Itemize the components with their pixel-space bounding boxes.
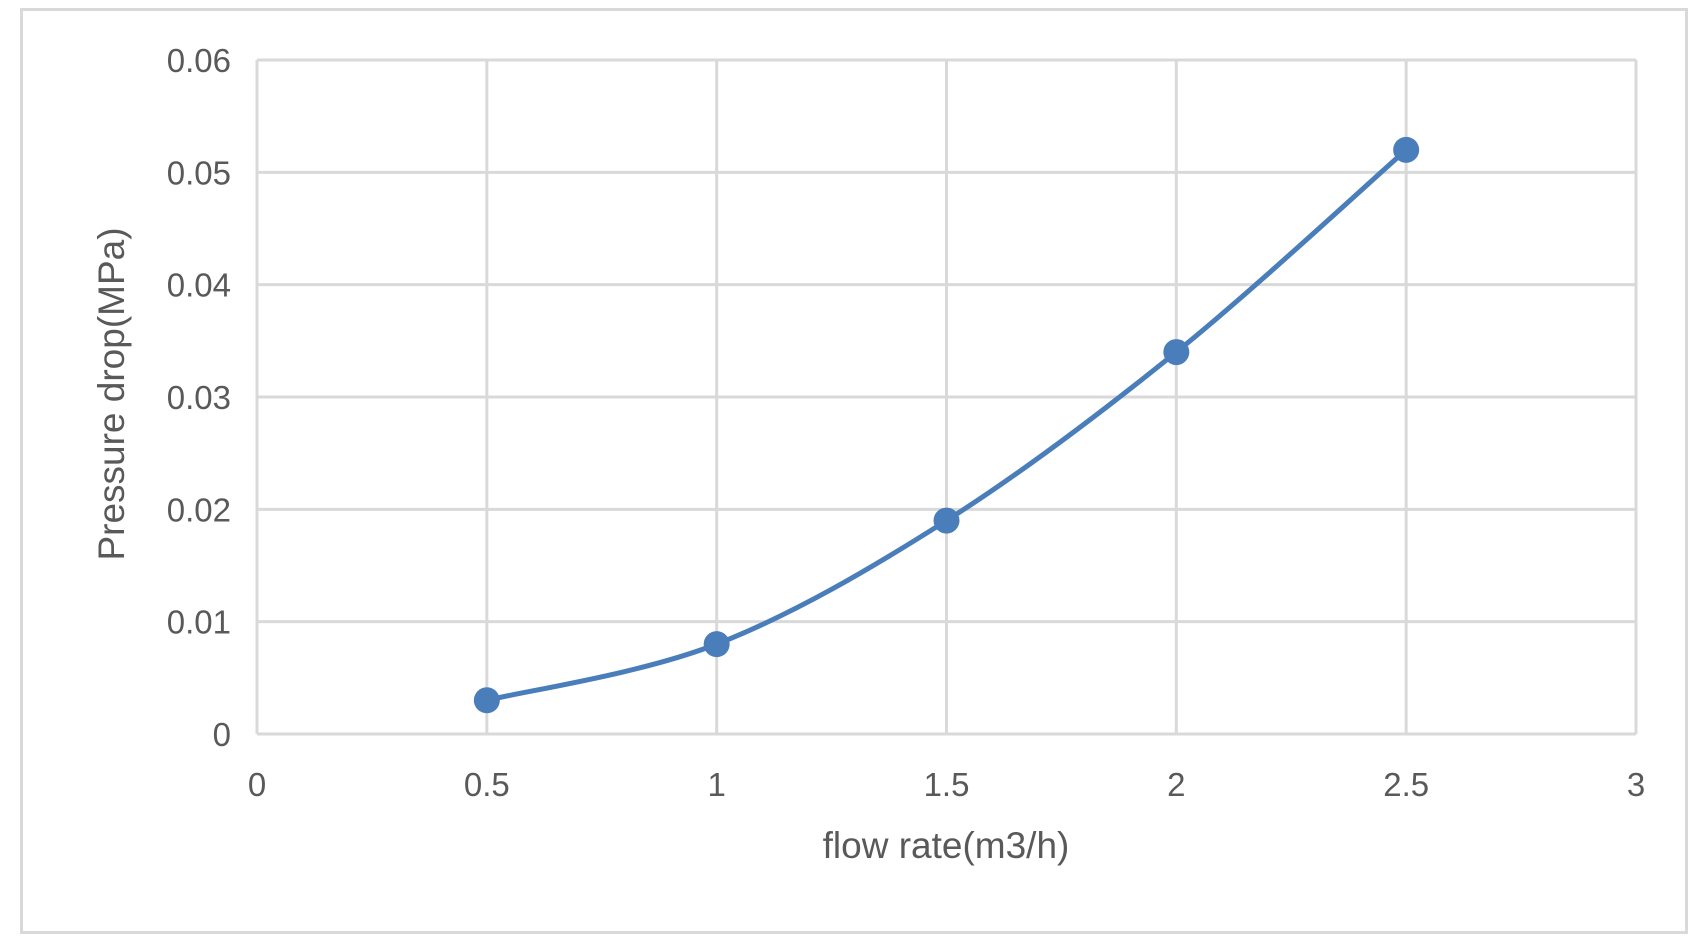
x-tick-label: 1 [707,766,725,803]
y-tick-label: 0 [213,716,231,753]
x-tick-label: 0.5 [464,766,510,803]
data-points [473,136,1420,714]
x-tick-label: 2 [1167,766,1185,803]
y-tick-label: 0.01 [167,604,231,641]
y-axis-title: Pressure drop(MPa) [91,227,132,560]
y-tick-label: 0.06 [167,42,231,79]
y-tick-label: 0.02 [167,491,231,528]
data-point [1163,339,1190,366]
x-tick-label: 3 [1627,766,1645,803]
y-tick-label: 0.03 [167,379,231,416]
chart-frame [20,8,1688,934]
data-point [933,507,960,534]
data-point [703,631,730,658]
y-tick-label: 0.05 [167,154,231,191]
axes [255,60,1636,736]
y-tick-label: 0.04 [167,267,231,304]
x-tick-label: 0 [248,766,266,803]
data-point [1393,136,1420,163]
x-axis-title: flow rate(m3/h) [823,825,1070,866]
x-tick-label: 2.5 [1383,766,1429,803]
x-tick-label: 1.5 [924,766,970,803]
data-point [473,687,500,714]
tick-labels: 0 0.5 1 1.5 2 2.5 3 0 0.01 0.02 0.03 0.04 0.05 0.06 [167,42,1645,803]
grid-lines [255,58,1638,736]
